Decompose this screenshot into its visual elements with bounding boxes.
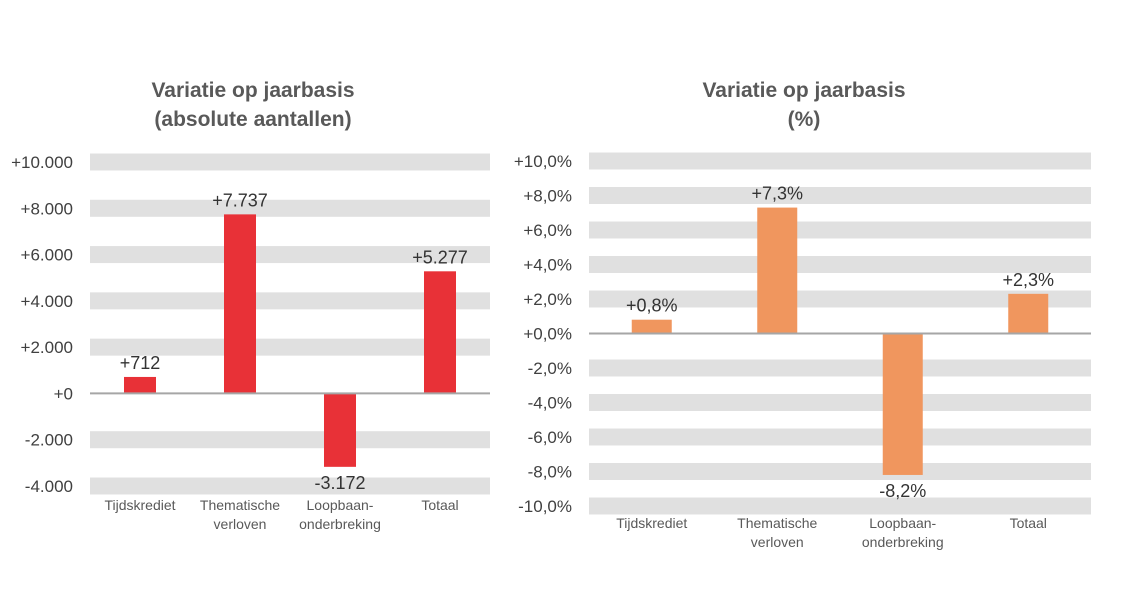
chart-title: Variatie op jaarbasis [702,79,905,102]
data-label: +0,8% [626,296,678,316]
grid-band [90,199,490,217]
grid-band [589,428,1091,446]
data-label: +7.737 [212,190,268,210]
y-tick-label: +8,0% [523,187,572,206]
x-category-label: verloven [751,534,804,550]
grid-band [90,246,490,264]
y-tick-label: +6.000 [21,246,73,265]
grid-band [90,153,490,171]
x-category-label: Loopbaan- [307,497,374,513]
data-label: -3.172 [314,473,365,493]
grid-band [90,292,490,310]
grid-band [589,463,1091,480]
bar [324,393,356,467]
y-tick-label: -4.000 [25,477,73,496]
chart-title: (%) [788,108,821,131]
x-category-label: Thematische [737,515,817,531]
x-category-label: Thematische [200,497,280,513]
y-tick-label: +4,0% [523,256,572,275]
chart-title: (absolute aantallen) [154,108,351,131]
x-category-label: Totaal [1010,515,1047,531]
chart-absolute: Variatie op jaarbasis (absolute aantallen… [11,79,490,532]
y-tick-label: +10,0% [514,152,572,171]
y-tick-label: -4,0% [528,394,572,413]
x-category-label: onderbreking [862,534,944,550]
chart-percent: Variatie op jaarbasis (%) +10,0% +8,0% +6,0%… [514,79,1091,550]
grid-band [589,394,1091,411]
y-tick-label: +6,0% [523,221,572,240]
grid-band [589,290,1091,308]
chart-title: Variatie op jaarbasis [151,79,354,102]
grid-band [90,431,490,449]
y-tick-label: +0,0% [523,325,572,344]
x-category-label: Tijdskrediet [104,497,175,513]
grid-band [589,221,1091,239]
x-category-label: verloven [214,516,267,532]
bar [1008,293,1049,334]
y-tick-label: -2,0% [528,359,572,378]
y-tick-label: -2.000 [25,431,73,450]
y-tick-label: -10,0% [518,497,572,516]
bar [757,207,798,334]
y-tick-label: +0 [54,384,73,403]
bar [424,271,456,394]
grid-band [90,338,490,356]
x-category-label: onderbreking [299,516,381,532]
bar [631,319,672,334]
bar [124,376,156,394]
y-tick-label: -6,0% [528,428,572,447]
bar [882,333,923,475]
y-tick-label: +8.000 [21,199,73,218]
x-category-label: Loopbaan- [869,515,936,531]
y-tick-label: -8,0% [528,463,572,482]
grid-band [589,152,1091,170]
grid-band [589,187,1091,204]
grid-band [90,477,490,495]
x-category-label: Totaal [421,497,458,513]
data-label: +5.277 [412,247,468,267]
data-label: +7,3% [751,184,803,204]
y-tick-label: +4.000 [21,292,73,311]
grid-band [589,256,1091,273]
data-label: +712 [120,353,161,373]
x-category-label: Tijdskrediet [616,515,687,531]
data-label: -8,2% [879,481,926,501]
y-tick-label: +10.000 [11,153,73,172]
data-label: +2,3% [1002,270,1054,290]
bar [224,214,256,394]
grid-band [589,359,1091,377]
y-tick-label: +2.000 [21,338,73,357]
y-tick-label: +2,0% [523,290,572,309]
grid-band [589,497,1091,515]
